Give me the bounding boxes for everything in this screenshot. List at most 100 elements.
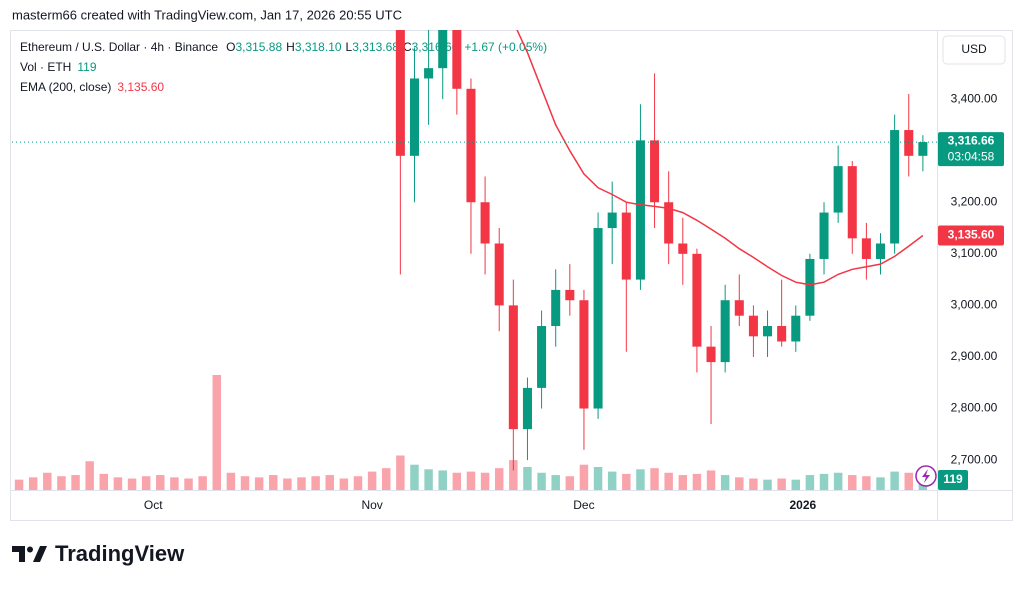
- ohlc-key: L: [346, 40, 353, 54]
- volume-bar: [311, 476, 320, 490]
- candle-body: [635, 140, 645, 280]
- volume-bar: [678, 475, 688, 490]
- candle-body: [494, 243, 504, 306]
- volume-bar: [466, 471, 476, 490]
- volume-label: 119: [943, 472, 963, 486]
- ohlc-key: O: [226, 40, 235, 54]
- volume-bar: [579, 464, 589, 490]
- plot-area: [12, 30, 937, 490]
- volume-bar: [509, 460, 518, 490]
- volume-bar: [805, 475, 815, 490]
- ohlc-value: 3,315.88: [235, 40, 282, 54]
- candle-body: [678, 243, 688, 254]
- credit: masterm66 created with TradingView.com, …: [12, 7, 402, 22]
- chart-frame: [10, 30, 1013, 521]
- volume-bar: [226, 472, 236, 490]
- volume-bar: [127, 478, 137, 490]
- volume-bar: [650, 468, 659, 490]
- candle-body: [847, 166, 857, 239]
- ohlc-value: 3,316.66: [412, 40, 459, 54]
- volume-bar: [494, 468, 504, 490]
- volume-bar: [833, 472, 843, 490]
- last-price-box: [938, 132, 1004, 167]
- volume-bar: [141, 476, 151, 490]
- volume-bar: [240, 476, 250, 490]
- ema-price-label: 3,135.60: [948, 228, 995, 242]
- volume-bar: [367, 471, 377, 490]
- volume-bar: [254, 477, 264, 490]
- y-tick-label: 3,400.00: [951, 91, 998, 105]
- volume-last: 119: [77, 60, 96, 74]
- volume-bar: [325, 475, 334, 490]
- y-tick-label: 3,000.00: [951, 298, 998, 312]
- volume-bar: [382, 468, 391, 490]
- candle-body: [918, 142, 928, 156]
- volume-bar: [551, 475, 560, 490]
- candle-body: [551, 289, 561, 327]
- candle-body: [875, 243, 886, 259]
- volume-bar: [353, 476, 363, 490]
- candle-body: [890, 130, 900, 244]
- volume-bar: [523, 467, 532, 490]
- volume-bar: [735, 477, 744, 490]
- volume-bar: [410, 464, 419, 490]
- change: +1.67 (+0.05%): [464, 40, 547, 54]
- volume-bar: [71, 475, 80, 490]
- assistant-bolt: [922, 469, 930, 483]
- candle-body: [621, 212, 631, 280]
- brand: TradingView: [55, 541, 185, 566]
- candle-body: [508, 305, 518, 430]
- volume-bar: [212, 375, 222, 490]
- volume-bar: [28, 477, 38, 490]
- ema-line: [516, 30, 924, 286]
- volume-bar: [848, 475, 857, 490]
- volume-name: Vol · ETH: [20, 60, 71, 74]
- volume-legend: Vol · ETH 119: [20, 60, 97, 74]
- ema-name: EMA (200, close): [20, 80, 111, 94]
- candle-body: [692, 253, 702, 347]
- x-tick-label: Dec: [573, 498, 594, 512]
- candle-body: [537, 326, 547, 388]
- candle-body: [861, 238, 871, 259]
- volume-bar: [424, 469, 433, 490]
- candle-body: [791, 315, 801, 342]
- ohlc-value: 3,313.68: [352, 40, 399, 54]
- volume-bar: [339, 478, 349, 490]
- candle-body: [579, 300, 589, 409]
- y-tick-label: 2,800.00: [951, 401, 998, 415]
- volume-bar: [607, 471, 617, 490]
- volume-bar: [593, 467, 603, 490]
- currency-box[interactable]: [942, 35, 1006, 65]
- candle-body: [565, 289, 575, 301]
- volume-bar: [198, 476, 207, 490]
- volume-bar: [777, 478, 786, 490]
- volume-box: [938, 470, 968, 490]
- x-tick-label: Nov: [361, 498, 382, 512]
- volume-bar: [297, 477, 306, 490]
- tradingview-logo: TradingView: [12, 541, 185, 566]
- candle-body: [650, 140, 660, 203]
- volume-bar: [14, 479, 24, 490]
- volume-bar: [636, 469, 645, 490]
- candle-body: [480, 202, 490, 244]
- x-tick-label: Oct: [144, 498, 163, 512]
- candle-body: [466, 88, 476, 203]
- chart-title: Ethereum / U.S. Dollar · 4h · Binance: [20, 40, 218, 54]
- candle-body: [409, 78, 419, 156]
- volume-bar: [706, 470, 716, 490]
- candle-body: [734, 300, 744, 316]
- candle-body: [805, 258, 815, 316]
- volume-bar: [480, 472, 490, 490]
- volume-bar: [452, 472, 462, 490]
- x-tick-label: 2026: [789, 498, 816, 512]
- volume-bar: [622, 473, 631, 490]
- volume-bar: [113, 477, 123, 490]
- volume-bar: [819, 473, 829, 490]
- volume-bar: [269, 475, 278, 490]
- candle-body: [607, 212, 617, 229]
- candle-body: [452, 30, 462, 89]
- candle-body: [593, 228, 603, 409]
- volume-bar: [890, 471, 899, 490]
- volume-bar: [170, 477, 179, 490]
